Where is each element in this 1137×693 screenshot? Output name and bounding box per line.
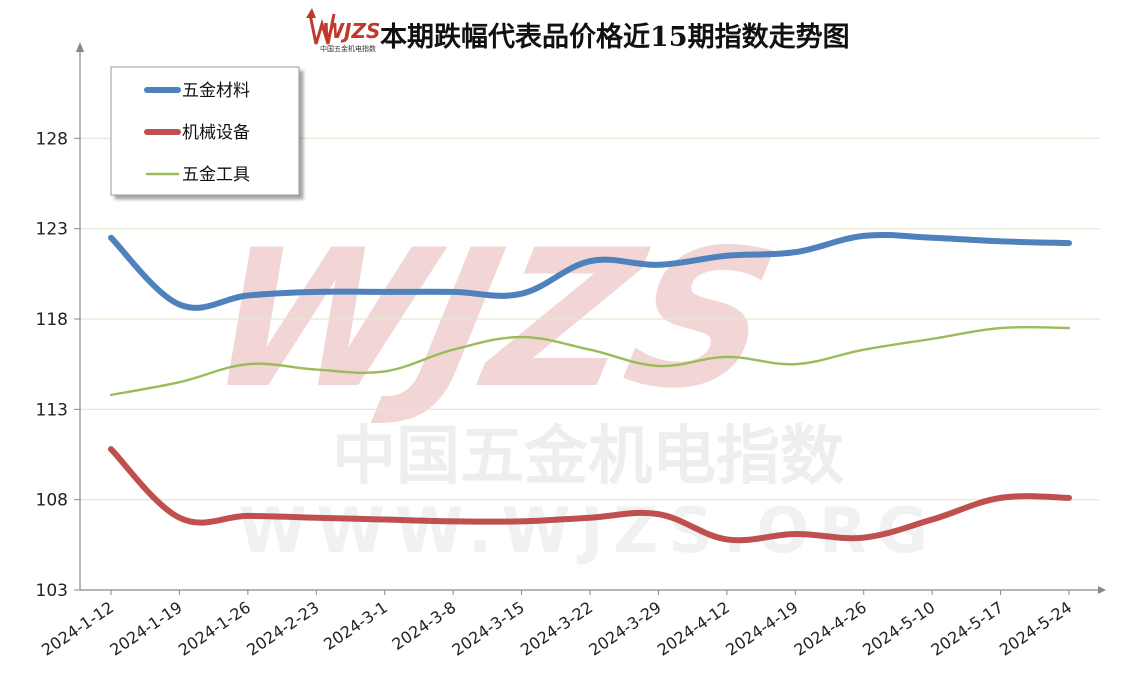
series-line-hardware-materials (108, 231, 1072, 311)
x-tick-label: 2024-5-10 (859, 598, 938, 660)
y-axis-tick-labels: 103 108 113 118 123 128 (36, 129, 80, 601)
x-tick-label: 2024-3-15 (449, 598, 528, 660)
x-tick-label: 2024-3-22 (517, 598, 596, 660)
wjzs-logo: WJZS 中国五金机电指数 (306, 8, 380, 53)
logo-subtext: 中国五金机电指数 (320, 44, 376, 53)
series-line-hardware-tools (109, 325, 1071, 397)
y-tick-label: 123 (36, 220, 68, 240)
x-axis-arrow (1098, 586, 1106, 594)
legend-label: 五金工具 (182, 165, 250, 185)
watermark-brand: WJZS (191, 210, 793, 431)
chart-title: 本期跌幅代表品价格近15期指数走势图 (380, 22, 850, 53)
x-tick-label: 2024-3-1 (320, 598, 391, 654)
legend-box (110, 66, 300, 196)
axes (76, 42, 1106, 594)
series-line-machinery-equipment (108, 446, 1072, 544)
y-tick-label: 113 (36, 400, 68, 420)
watermark-url: WWW.WJZS.ORG (238, 494, 938, 567)
logo-arrow-icon (308, 13, 336, 45)
y-tick-label: 128 (36, 129, 68, 149)
x-tick-label: 2024-4-19 (722, 598, 801, 660)
x-axis-tick-labels: 2024-1-122024-1-192024-1-262024-2-232024… (38, 590, 1075, 660)
legend-label: 机械设备 (182, 123, 250, 143)
x-tick-label: 2024-3-29 (585, 598, 664, 660)
series-layer (108, 231, 1072, 544)
x-tick-label: 2024-5-24 (996, 598, 1075, 660)
logo-text: WJZS (322, 19, 380, 43)
legend-label: 五金材料 (182, 81, 250, 101)
y-tick-label: 118 (36, 310, 68, 330)
x-tick-label: 2024-2-23 (243, 598, 322, 660)
watermark-cn-name: 中国五金机电指数 (332, 420, 844, 494)
x-tick-label: 2024-1-19 (106, 598, 185, 660)
chart-header: WJZS 中国五金机电指数 本期跌幅代表品价格近15期指数走势图 (306, 8, 850, 53)
y-tick-label: 108 (36, 491, 68, 511)
x-tick-label: 2024-1-12 (38, 598, 117, 660)
y-axis-arrow (76, 42, 84, 52)
watermark: WJZS 中国五金机电指数 WWW.WJZS.ORG (191, 210, 938, 567)
x-tick-label: 2024-1-26 (175, 598, 254, 660)
x-tick-label: 2024-4-12 (654, 598, 733, 660)
x-tick-label: 2024-4-26 (791, 598, 870, 660)
y-tick-label: 103 (36, 581, 68, 601)
x-tick-label: 2024-5-17 (928, 598, 1007, 660)
